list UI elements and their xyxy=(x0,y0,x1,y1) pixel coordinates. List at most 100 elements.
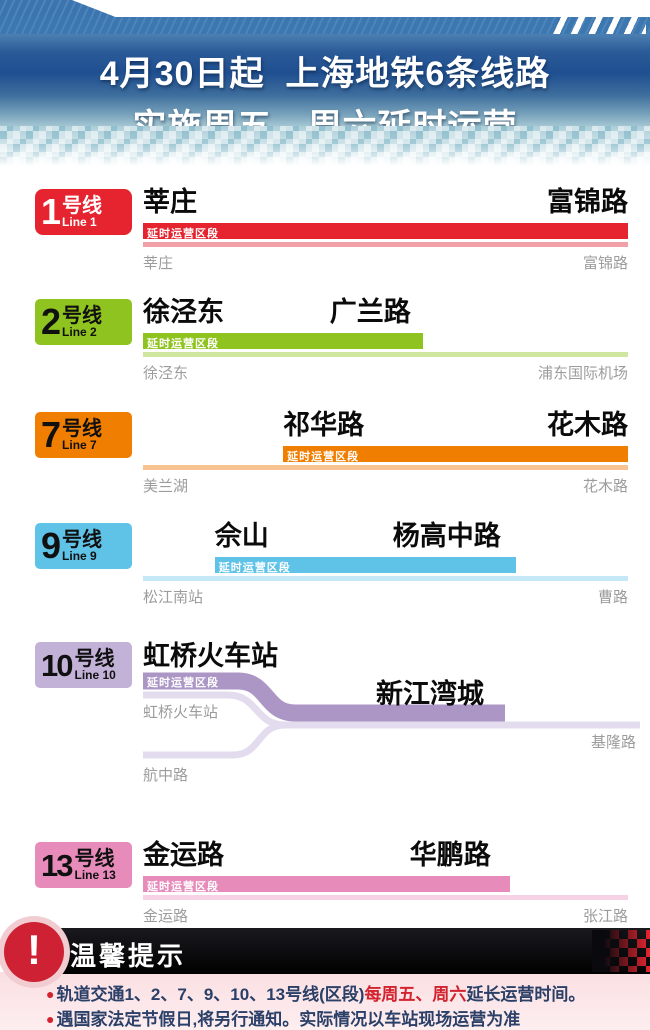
line-13-badge: 13 号线 Line 13 xyxy=(35,842,132,888)
terminus-from: 美兰湖 xyxy=(143,478,189,495)
tips-bullets: ● 轨道交通1、2、7、9、10、13号线(区段)每周五、周六延长运营时间。 ● 遇… xyxy=(46,982,640,1030)
top-decoration xyxy=(0,0,650,34)
terminus-to: 曹路 xyxy=(597,589,628,606)
line-en-name: Line 2 xyxy=(62,324,97,339)
extension-bar-label: 延时运营区段 xyxy=(147,228,219,240)
ext-to-station: 广兰路 xyxy=(329,297,411,327)
line-suffix: 号线 xyxy=(62,194,103,217)
extension-bar-track: 延时运营区段 xyxy=(143,333,628,350)
extension-endpoints: 莘庄 富锦路 xyxy=(143,187,628,219)
full-line-bar xyxy=(143,895,628,900)
line-10-block: 10 号线 Line 10 虹桥火车站 新江湾城 延时运营区段 虹桥火车站 基隆路… xyxy=(0,630,650,808)
ext-from-station: 佘山 xyxy=(214,521,269,551)
tips-heading: 温馨提示 xyxy=(70,941,187,971)
corner-tab-shape xyxy=(0,0,118,18)
terminus-to: 浦东国际机场 xyxy=(537,365,628,382)
terminus-from: 莘庄 xyxy=(143,255,174,272)
ext-to-station: 杨高中路 xyxy=(392,521,501,551)
terminus-labels: 松江南站 曹路 xyxy=(143,586,628,606)
line-7-badge: 7 号线 Line 7 xyxy=(35,412,132,458)
extension-bar: 延时运营区段 xyxy=(143,333,423,350)
full-line-bar xyxy=(143,465,628,470)
terminus-labels: 徐泾东 浦东国际机场 xyxy=(143,362,628,382)
extension-bar xyxy=(143,672,505,722)
terminus-from: 金运路 xyxy=(143,908,189,925)
checker-transition xyxy=(0,126,650,168)
terminus-labels: 莘庄 富锦路 xyxy=(143,252,628,272)
extension-endpoints: 金运路 华鹏路 xyxy=(143,840,628,872)
terminus-from: 虹桥火车站 xyxy=(143,704,219,721)
extension-endpoints: 祁华路 花木路 xyxy=(143,410,628,442)
line-number: 2 xyxy=(41,301,61,342)
full-line-bar xyxy=(143,242,628,247)
line-number: 9 xyxy=(41,525,61,566)
line-en-name: Line 7 xyxy=(62,437,97,452)
tip-1-highlight: 每周五、周六 xyxy=(364,985,467,1004)
branch-terminus: 航中路 xyxy=(143,767,189,784)
line-7-block: 7 号线 Line 7 祁华路 花木路 延时运营区段 美兰湖 花木路 xyxy=(0,410,650,508)
terminus-to: 基隆路 xyxy=(590,734,636,751)
extension-bar-track: 延时运营区段 xyxy=(143,876,628,893)
line-1-block: 1 号线 Line 1 莘庄 富锦路 延时运营区段 莘庄 富锦路 xyxy=(0,187,650,285)
line-suffix: 号线 xyxy=(62,528,103,551)
terminus-from: 徐泾东 xyxy=(143,365,189,382)
extension-bar-track: 延时运营区段 xyxy=(143,446,628,463)
extension-bar-label: 延时运营区段 xyxy=(218,562,291,574)
tip-item-1: ● 轨道交通1、2、7、9、10、13号线(区段)每周五、周六延长运营时间。 xyxy=(46,982,640,1007)
line-10-badge: 10 号线 Line 10 xyxy=(35,642,132,688)
extension-bar: 延时运营区段 xyxy=(143,876,511,893)
ext-from-station: 莘庄 xyxy=(143,187,197,217)
line-number: 10 xyxy=(41,647,74,683)
ext-to-station: 新江湾城 xyxy=(376,679,484,709)
full-line-bar xyxy=(143,352,628,357)
ext-to-station: 花木路 xyxy=(547,410,628,440)
terminus-to: 花木路 xyxy=(582,478,628,495)
line-2-block: 2 号线 Line 2 徐泾东 广兰路 延时运营区段 徐泾东 浦东国际机场 xyxy=(0,297,650,395)
tip-2-text: 遇国家法定节假日,将另行通知。实际情况以车站现场运营为准 xyxy=(56,1010,521,1029)
line-suffix: 号线 xyxy=(74,847,115,870)
extension-endpoints: 徐泾东 广兰路 xyxy=(143,297,628,329)
line-13-block: 13 号线 Line 13 金运路 华鹏路 延时运营区段 金运路 张江路 xyxy=(0,840,650,938)
full-line-bar xyxy=(143,576,628,581)
tip-1-tail: 延长运营时间。 xyxy=(466,985,586,1004)
bullet-icon: ● xyxy=(46,1011,55,1027)
line-suffix: 号线 xyxy=(62,417,103,440)
line-2-badge: 2 号线 Line 2 xyxy=(35,299,132,345)
ext-from-station: 徐泾东 xyxy=(143,297,224,327)
exclamation-glyph: ! xyxy=(27,926,41,973)
header-banner: 4月30日起 上海地铁6条线路 实施周五、周六延时运营 xyxy=(0,34,650,146)
line-number: 1 xyxy=(41,191,61,232)
ext-from-station: 祁华路 xyxy=(283,410,365,440)
line-number: 7 xyxy=(41,414,61,455)
extension-bar: 延时运营区段 xyxy=(143,223,628,240)
terminus-to: 富锦路 xyxy=(582,255,628,272)
full-line-hangzhonglu-branch xyxy=(143,721,286,759)
line-9-badge: 9 号线 Line 9 xyxy=(35,523,132,569)
bullet-icon: ● xyxy=(46,986,55,1002)
extension-bar-label: 延时运营区段 xyxy=(147,881,219,893)
tips-panel xyxy=(0,972,650,1030)
extension-bar-label: 延时运营区段 xyxy=(287,451,360,463)
slash-stripes xyxy=(550,17,646,34)
terminus-from: 松江南站 xyxy=(143,589,204,606)
ext-to-station: 富锦路 xyxy=(547,187,628,217)
extension-bar-label: 延时运营区段 xyxy=(147,677,219,689)
extension-bar-track: 延时运营区段 xyxy=(143,557,628,574)
title-line-1: 4月30日起 上海地铁6条线路 xyxy=(99,55,551,93)
ext-from-station: 金运路 xyxy=(143,840,224,870)
tip-item-2: ● 遇国家法定节假日,将另行通知。实际情况以车站现场运营为准 xyxy=(46,1007,640,1030)
extension-bar-label: 延时运营区段 xyxy=(147,338,219,350)
extension-endpoints: 佘山 杨高中路 xyxy=(143,521,628,553)
tip-1-text: 轨道交通1、2、7、9、10、13号线(区段) xyxy=(56,985,365,1004)
line-en-name: Line 10 xyxy=(74,667,116,682)
terminus-to: 张江路 xyxy=(582,908,628,925)
line-en-name: Line 1 xyxy=(62,214,97,229)
ext-to-station: 华鹏路 xyxy=(409,840,491,870)
extension-bar: 延时运营区段 xyxy=(283,446,628,463)
line-1-badge: 1 号线 Line 1 xyxy=(35,189,132,235)
tips-header-bar: 温馨提示 xyxy=(18,928,650,974)
red-checker-decoration xyxy=(592,930,650,972)
line-suffix: 号线 xyxy=(74,647,115,670)
terminus-labels: 美兰湖 花木路 xyxy=(143,475,628,495)
